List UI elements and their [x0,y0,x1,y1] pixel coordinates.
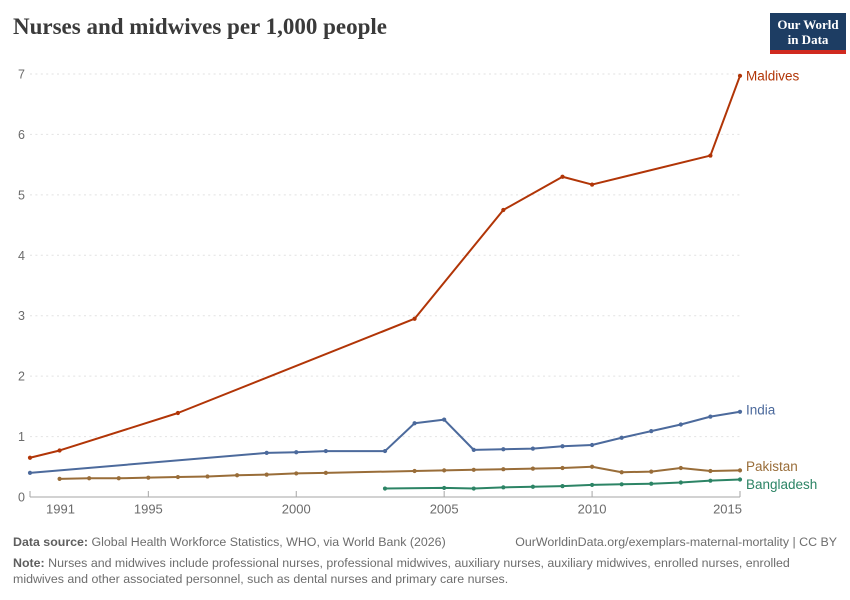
bangladesh-line[interactable] [384,478,741,490]
bangladesh-data-point[interactable] [708,478,713,483]
india-data-point[interactable] [294,450,299,455]
pakistan-data-point[interactable] [234,473,240,478]
pakistan-data-point[interactable] [175,474,181,480]
pakistan-data-point[interactable] [471,467,476,472]
x-tick-label: 2005 [430,502,459,517]
bangladesh-data-point[interactable] [589,482,595,488]
series-label-bangladesh[interactable]: Bangladesh [746,477,817,492]
india-data-point[interactable] [737,409,743,414]
india-data-point[interactable] [264,450,269,455]
pakistan-data-point[interactable] [205,474,210,479]
pakistan-data-point[interactable] [560,465,565,471]
pakistan-data-point[interactable] [678,465,683,471]
y-tick-label: 7 [18,68,25,82]
maldives-data-point[interactable] [589,182,595,187]
pakistan-data-point[interactable] [146,475,151,480]
pakistan-data-point[interactable] [87,476,92,481]
pakistan-data-point[interactable] [501,467,506,472]
maldives-data-point[interactable] [412,316,417,321]
pakistan-data-point[interactable] [708,468,713,474]
india-data-point[interactable] [589,442,595,448]
maldives-data-point[interactable] [175,410,181,416]
y-tick-label: 2 [18,370,25,384]
india-data-point[interactable] [560,444,565,449]
pakistan-data-point[interactable] [116,476,121,481]
source-row: Data source: Global Health Workforce Sta… [13,534,837,550]
india-data-point[interactable] [27,470,33,475]
owid-logo-text-line2: in Data [787,32,829,47]
pakistan-data-point[interactable] [264,472,269,477]
maldives-line[interactable] [29,74,741,459]
y-tick-label: 1 [18,430,25,444]
maldives-data-point[interactable] [57,448,62,453]
note-text: Nurses and midwives include professional… [13,556,790,586]
x-tick-label: 2010 [578,502,607,517]
india-data-point[interactable] [471,447,476,452]
x-tick-label: 1995 [134,502,163,517]
page-title: Nurses and midwives per 1,000 people [13,14,387,39]
pakistan-line[interactable] [58,465,741,480]
pakistan-data-point[interactable] [737,468,743,473]
x-tick-label: 1991 [46,502,75,517]
owid-logo[interactable]: Our World in Data [770,13,846,54]
india-data-point[interactable] [619,435,624,440]
maldives-data-point[interactable] [501,207,506,213]
chart-footer: Data source: Global Health Workforce Sta… [13,534,837,587]
pakistan-data-point[interactable] [323,470,328,475]
y-tick-label: 4 [18,249,25,263]
bangladesh-data-point[interactable] [737,477,743,482]
bangladesh-data-point[interactable] [619,482,624,487]
pakistan-data-point[interactable] [619,470,624,475]
maldives-data-point[interactable] [27,455,33,460]
bangladesh-data-point[interactable] [382,486,388,491]
pakistan-data-point[interactable] [649,469,654,474]
owid-logo-text-line1: Our World [777,17,839,32]
series-label-maldives[interactable]: Maldives [746,68,800,83]
india-data-point[interactable] [708,414,713,419]
india-data-point[interactable] [412,421,417,426]
pakistan-data-point[interactable] [442,468,447,473]
maldives-data-point[interactable] [708,153,713,158]
bangladesh-data-point[interactable] [678,480,683,485]
series-label-india[interactable]: India [746,402,776,417]
data-source-label: Data source: [13,535,89,549]
india-data-point[interactable] [382,448,388,454]
x-tick-label: 2015 [713,502,742,517]
india-data-point[interactable] [530,446,536,451]
bangladesh-data-point[interactable] [560,484,565,489]
india-data-point[interactable] [678,422,683,427]
pakistan-data-point[interactable] [589,464,595,469]
y-tick-label: 5 [18,188,25,202]
chart-note: Note: Nurses and midwives include profes… [13,555,837,587]
india-line[interactable] [29,410,741,474]
pakistan-data-point[interactable] [294,471,299,476]
pakistan-data-point[interactable] [57,476,62,481]
india-data-point[interactable] [323,448,328,454]
bangladesh-data-point[interactable] [530,484,536,489]
maldives-data-point[interactable] [737,73,743,78]
india-data-point[interactable] [501,447,506,452]
data-source-text: Global Health Workforce Statistics, WHO,… [91,535,446,549]
india-data-point[interactable] [649,429,654,434]
bangladesh-data-point[interactable] [649,481,654,486]
y-tick-label: 3 [18,309,25,323]
bangladesh-data-point[interactable] [471,486,476,491]
series-label-pakistan[interactable]: Pakistan [746,459,798,474]
pakistan-data-point[interactable] [412,468,417,474]
india-data-point[interactable] [442,417,447,422]
owid-citation-link[interactable]: OurWorldinData.org/exemplars-maternal-mo… [515,535,837,549]
pakistan-data-point[interactable] [530,466,536,471]
y-tick-label: 0 [18,491,25,505]
x-tick-label: 2000 [282,502,311,517]
note-label: Note: [13,556,45,570]
y-tick-label: 6 [18,128,25,142]
bangladesh-data-point[interactable] [442,485,447,491]
maldives-data-point[interactable] [560,174,565,179]
bangladesh-data-point[interactable] [501,485,506,490]
data-source: Data source: Global Health Workforce Sta… [13,534,446,550]
